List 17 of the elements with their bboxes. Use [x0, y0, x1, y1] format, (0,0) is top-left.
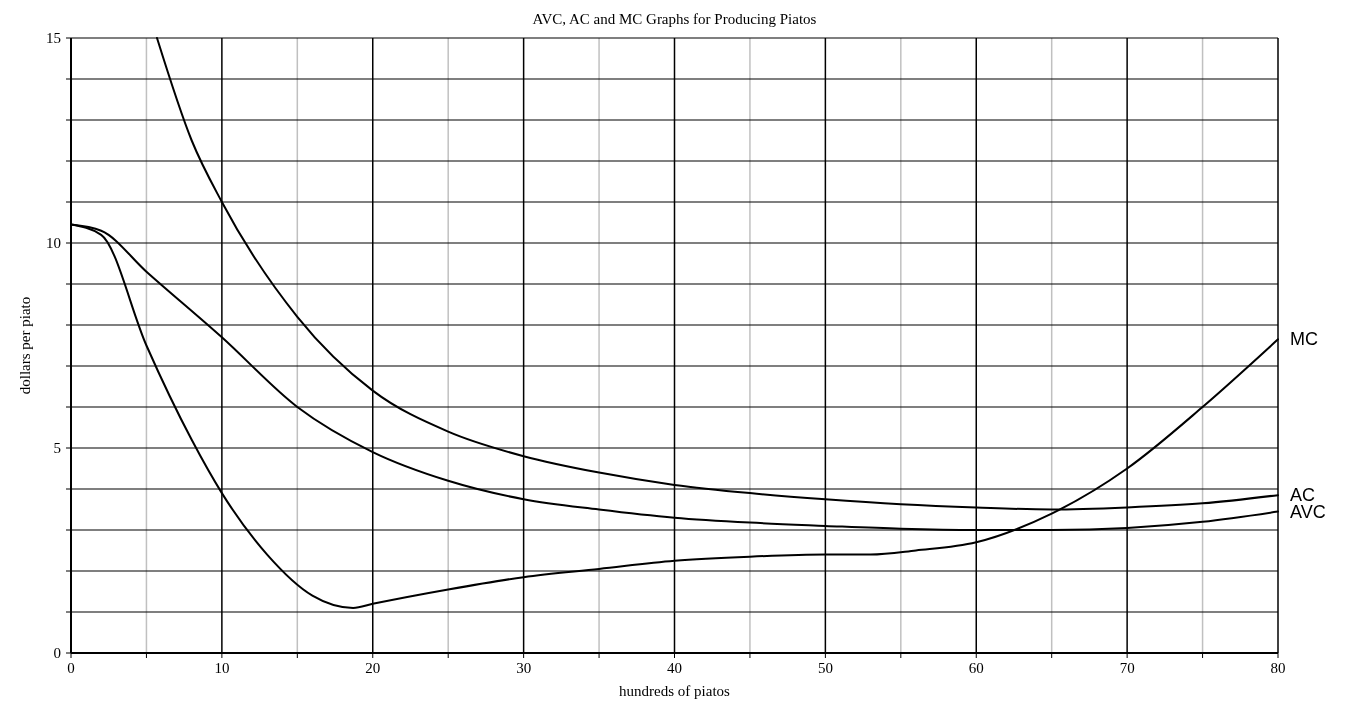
x-tick-label: 80 [1270, 660, 1286, 676]
x-tick-label: 20 [365, 660, 381, 676]
y-tick-label: 5 [53, 440, 61, 457]
x-tick-label: 40 [667, 660, 682, 676]
series-label: MC [1290, 329, 1318, 350]
x-axis-title: hundreds of piatos [619, 683, 731, 699]
y-tick-label: 10 [46, 235, 61, 252]
chart-title: AVC, AC and MC Graphs for Producing Piatos [532, 11, 817, 27]
y-axis-title: dollars per piato [17, 296, 33, 395]
x-tick-label: 70 [1119, 660, 1135, 676]
x-tick-label: 50 [817, 660, 833, 676]
x-tick-label: 0 [67, 660, 75, 676]
y-tick-label: 15 [46, 30, 61, 47]
y-tick-label: 0 [53, 645, 61, 662]
x-tick-label: 60 [968, 660, 984, 676]
x-tick-label: 30 [516, 660, 532, 676]
x-tick-label: 10 [214, 660, 230, 676]
